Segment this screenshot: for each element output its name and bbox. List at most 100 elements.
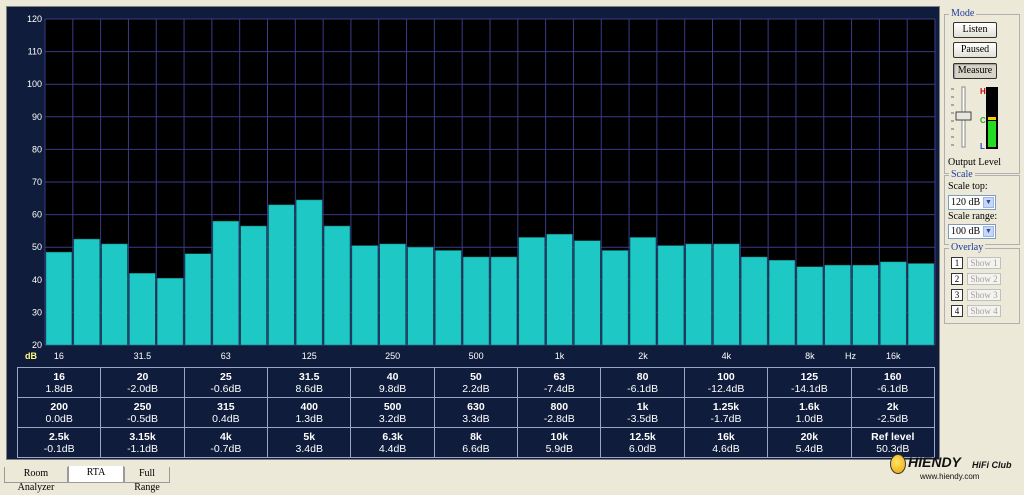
bar-6.3k [768, 259, 796, 346]
output-level-slider-thumb[interactable] [955, 111, 972, 121]
bar-16 [45, 251, 73, 346]
listen-button[interactable]: Listen [953, 22, 997, 38]
band-value: -3.5dB [627, 412, 659, 425]
band-cell: 1.6k 1.0dB [767, 397, 852, 428]
x-tick-label: 8k [805, 351, 815, 361]
band-value: 0.0dB [45, 412, 73, 425]
band-value: -0.6dB [210, 382, 242, 395]
band-value: 4.6dB [712, 442, 740, 455]
overlay-show-1-button[interactable]: Show 1 [967, 257, 1001, 269]
band-value: -2.8dB [543, 412, 575, 425]
band-value: 3.3dB [462, 412, 490, 425]
overlay-4-toggle[interactable]: 4 [951, 305, 963, 317]
y-tick-labels: 20 30 40 50 60 70 80 90 100 110 120 [27, 14, 42, 350]
bar-20k [907, 263, 935, 346]
band-cell: 2.5k -0.1dB [16, 427, 102, 458]
overlay-show-2-button[interactable]: Show 2 [967, 273, 1001, 285]
x-tick-labels: 16 31.5 63 125 250 500 1k 2k 4k 8k 16k [54, 351, 901, 361]
y-tick-label: 70 [32, 177, 42, 187]
overlay-show-4-button[interactable]: Show 4 [967, 305, 1001, 317]
chevron-down-icon[interactable]: ▼ [983, 197, 994, 208]
band-frequency: 80 [636, 370, 649, 383]
band-frequency: 1.6k [799, 400, 820, 413]
bar-4k [713, 243, 740, 346]
bar-2.5k [657, 245, 684, 346]
overlay-show-3-button[interactable]: Show 3 [967, 289, 1001, 301]
band-frequency: 40 [386, 370, 399, 383]
chevron-down-icon[interactable]: ▼ [983, 226, 994, 237]
scale-range-label: Scale range: [948, 211, 998, 222]
y-tick-label: 60 [32, 210, 42, 220]
x-tick-label: 4k [722, 351, 732, 361]
watermark-subtitle: HiFi Club [972, 460, 1012, 470]
x-tick-label: 500 [469, 351, 484, 361]
slider-ticks [951, 88, 954, 146]
band-frequency: 1.25k [712, 400, 740, 413]
band-cell: 6.3k 4.4dB [350, 427, 435, 458]
bar-50 [184, 253, 212, 346]
y-tick-label: 30 [32, 307, 42, 317]
overlay-2-toggle[interactable]: 2 [951, 273, 963, 285]
x-tick-label: 250 [385, 351, 400, 361]
bar-1k [546, 233, 573, 346]
band-value: 1.8dB [45, 382, 73, 395]
overlay-group-title: Overlay [949, 242, 986, 253]
band-frequency: 25 [220, 370, 232, 383]
tab-full-range[interactable]: Full Range [124, 467, 170, 493]
y-tick-label: 120 [27, 14, 42, 24]
tab-rta[interactable]: RTA [68, 466, 124, 483]
bar-5k [741, 256, 768, 346]
y-tick-label: 40 [32, 275, 42, 285]
band-frequency: 630 [467, 400, 485, 413]
band-frequency: 500 [383, 400, 402, 413]
band-cell: 315 0.4dB [183, 397, 269, 428]
band-frequency: 4k [220, 430, 232, 443]
bar-12.5k [852, 264, 879, 346]
bar-8k [796, 266, 823, 346]
table-row: 16 1.8dB 20 -2.0dB 25 -0.6dB 31.5 8.6dB 40 9.8dB 5… [16, 367, 936, 398]
watermark-url: www.hiendy.com [920, 472, 980, 481]
band-cell: 100 -12.4dB [683, 367, 769, 398]
bars [45, 199, 935, 346]
band-value: 2.2dB [462, 382, 490, 395]
band-value: 9.8dB [378, 382, 407, 395]
y-tick-label: 80 [32, 144, 42, 154]
x-tick-label: 63 [221, 351, 231, 361]
overlay-3-toggle[interactable]: 3 [951, 289, 963, 301]
band-frequency: 200 [50, 400, 68, 413]
band-value: -0.1dB [43, 442, 75, 455]
band-frequency: 2k [886, 400, 899, 413]
band-value: 6.6dB [462, 442, 490, 455]
scale-group: Scale Scale top: 120 dB ▼ Scale range: 1… [944, 169, 1020, 245]
watermark: HIENDY HiFi Club www.hiendy.com [890, 452, 1022, 484]
band-cell: 160 -6.1dB [850, 367, 936, 398]
paused-button[interactable]: Paused [953, 42, 997, 58]
band-cell: 125 -14.1dB [767, 367, 852, 398]
band-cell: 31.5 8.6dB [267, 367, 352, 398]
bar-2k [629, 237, 657, 346]
bar-16k [880, 261, 907, 346]
band-frequency: 5k [303, 430, 316, 443]
band-cell: 800 -2.8dB [517, 397, 602, 428]
meter-label-mid: C [980, 116, 986, 125]
band-frequency: 2.5k [48, 430, 70, 443]
band-cell: 250 -0.5dB [100, 397, 185, 428]
band-value: 50.3dB [876, 442, 910, 455]
band-cell: 400 1.3dB [267, 397, 352, 428]
band-frequency: 31.5 [299, 370, 320, 383]
band-cell: 80 -6.1dB [600, 367, 685, 398]
bar-400 [435, 250, 462, 346]
band-frequency: 315 [217, 400, 235, 413]
y-tick-label: 20 [32, 340, 42, 350]
measure-button[interactable]: Measure [953, 63, 997, 79]
x-axis-label: Hz [845, 351, 856, 361]
rta-chart: 20 30 40 50 60 70 80 90 100 110 120 16 31.5 63 125 250… [25, 14, 936, 361]
band-cell: 2k -2.5dB [850, 397, 936, 428]
scale-top-select[interactable]: 120 dB ▼ [948, 195, 996, 210]
overlay-1-toggle[interactable]: 1 [951, 257, 963, 269]
band-value: -7.4dB [543, 382, 575, 395]
scale-range-select[interactable]: 100 dB ▼ [948, 224, 996, 239]
x-tick-label: 1k [555, 351, 565, 361]
tab-room-analyzer[interactable]: Room Analyzer [4, 467, 68, 493]
band-frequency: 8k [470, 430, 482, 443]
